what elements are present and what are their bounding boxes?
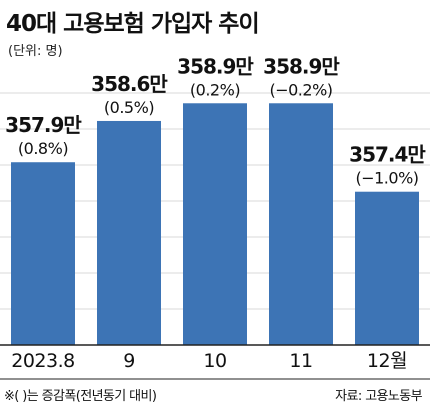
x-tick-label: 10 bbox=[203, 350, 226, 372]
footnote: ※( )는 증감폭(전년동기 대비) bbox=[4, 389, 157, 404]
value-label: 357.9만 bbox=[5, 113, 82, 137]
bar bbox=[11, 162, 75, 345]
x-tick-label: 2023.8 bbox=[11, 350, 74, 372]
x-tick-label: 12월 bbox=[367, 350, 407, 372]
change-label: (−0.2%) bbox=[269, 80, 332, 99]
x-tick-label: 9 bbox=[123, 350, 135, 372]
bar bbox=[269, 103, 333, 345]
change-label: (0.5%) bbox=[104, 98, 154, 117]
x-tick-label: 11 bbox=[289, 350, 312, 372]
chart-title: 40대 고용보험 가입자 추이 bbox=[6, 11, 260, 37]
value-label: 358.9만 bbox=[177, 54, 254, 78]
unit-note: (단위: 명) bbox=[8, 44, 63, 59]
change-label: (0.8%) bbox=[18, 139, 68, 158]
value-label: 358.9만 bbox=[263, 54, 340, 78]
value-label: 358.6만 bbox=[91, 72, 168, 96]
value-label: 357.4만 bbox=[349, 143, 426, 167]
source-note: 자료: 고용노동부 bbox=[335, 389, 422, 404]
bar bbox=[355, 191, 419, 345]
change-label: (0.2%) bbox=[190, 80, 240, 99]
change-label: (−1.0%) bbox=[355, 169, 418, 188]
bar bbox=[183, 103, 247, 345]
bar bbox=[97, 120, 161, 345]
